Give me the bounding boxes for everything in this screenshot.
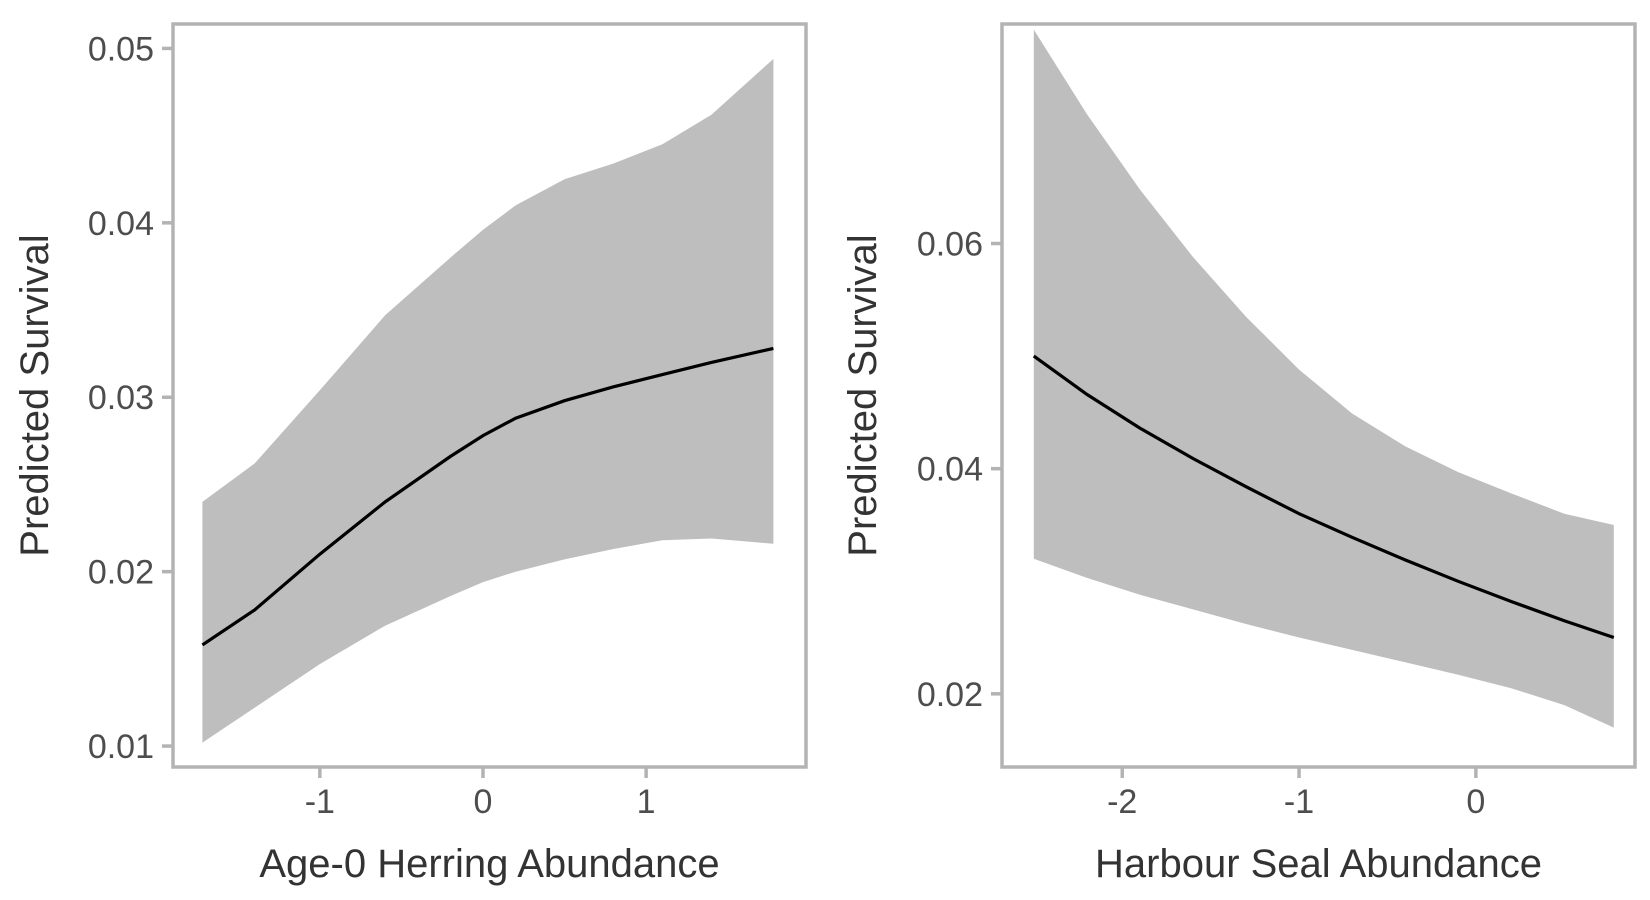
- x-tick-label: -2: [1107, 783, 1137, 821]
- fitted-line: [1032, 354, 1615, 640]
- x-axis-title: Harbour Seal Abundance: [1095, 842, 1542, 886]
- x-tick-label: 0: [474, 783, 493, 821]
- chart-panel-2: 0.02 0.04 0.06 -2 -1 0 Harbour Seal Abundance P…: [841, 22, 1637, 886]
- x-tick-label: -1: [1284, 783, 1314, 821]
- confidence-band: [1033, 29, 1614, 728]
- chart-panel-1: 0.01 0.02 0.03 0.04 0.05 -1 0 1 Age-0 Herring Ab…: [13, 22, 808, 886]
- y-axis-title: Predicted Survival: [841, 234, 885, 556]
- confidence-band: [202, 58, 774, 743]
- y-tick-label: 0.03: [88, 379, 154, 417]
- y-tick-label: 0.04: [917, 451, 983, 489]
- x-tick-label: 0: [1466, 783, 1485, 821]
- y-tick-label: 0.02: [917, 676, 983, 714]
- panel-border: [1000, 22, 1637, 769]
- x-axis-title: Age-0 Herring Abundance: [259, 842, 719, 886]
- y-tick-label: 0.05: [88, 30, 154, 68]
- y-axis-title: Predicted Survival: [13, 234, 57, 556]
- y-tick-label: 0.04: [88, 205, 154, 243]
- fitted-line: [201, 346, 774, 647]
- y-tick-label: 0.06: [917, 226, 983, 264]
- y-tick-label: 0.02: [88, 554, 154, 592]
- x-tick-label: 1: [637, 783, 656, 821]
- x-tick-label: -1: [305, 783, 335, 821]
- y-tick-label: 0.01: [88, 728, 154, 766]
